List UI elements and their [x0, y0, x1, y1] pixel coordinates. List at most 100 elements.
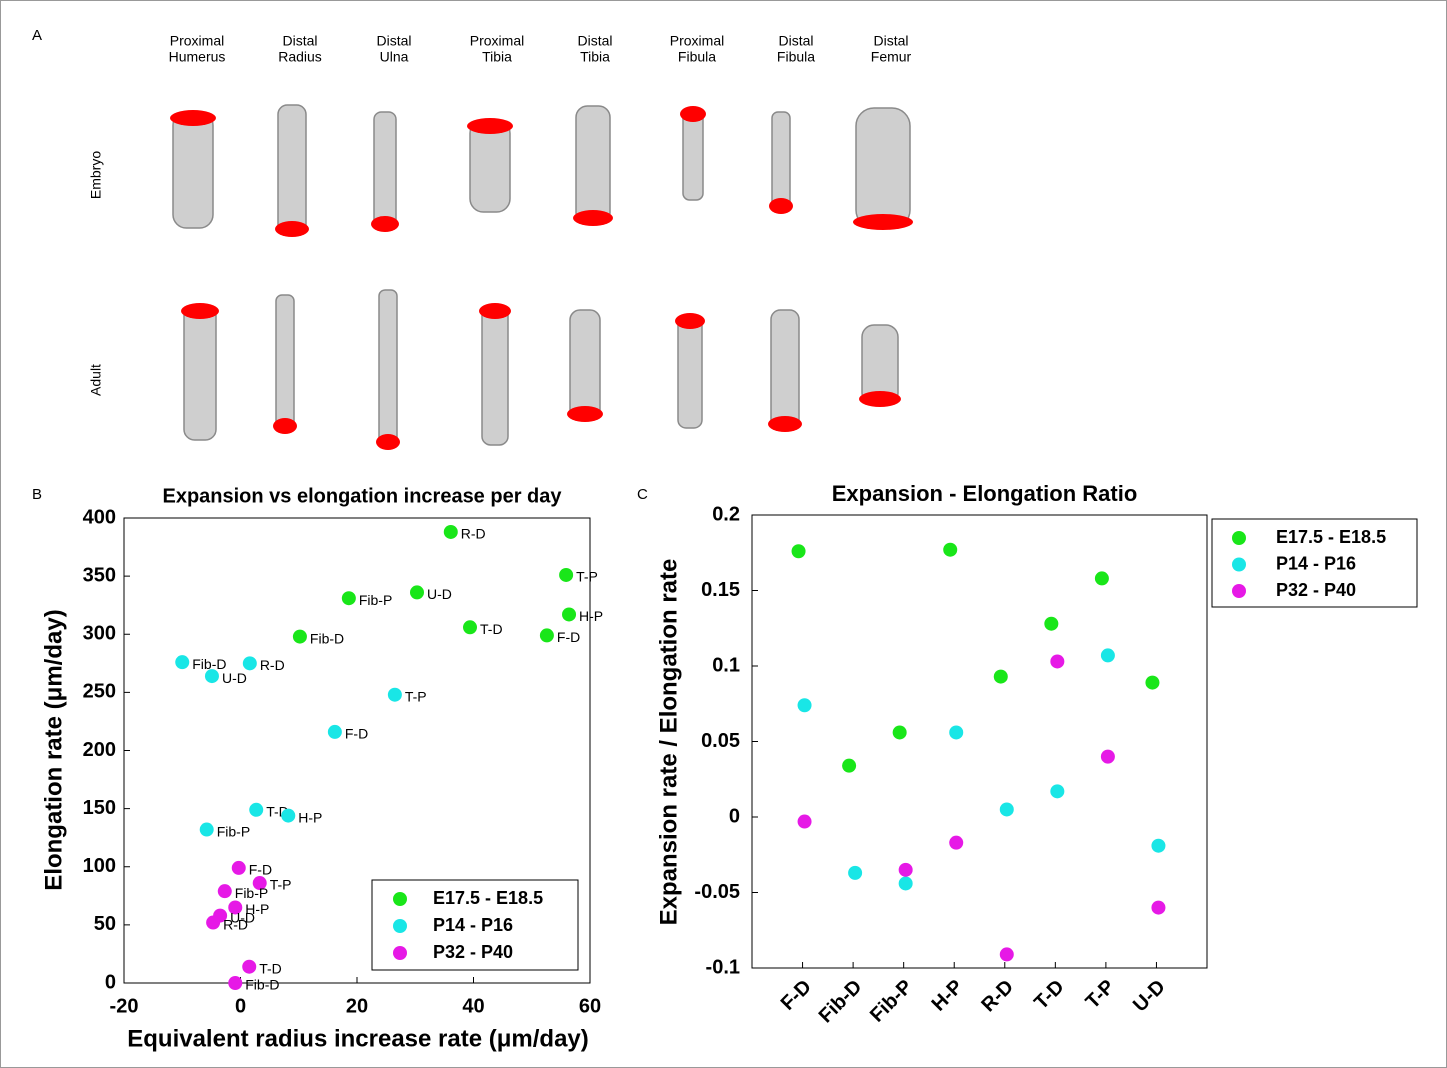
data-point — [1145, 676, 1159, 690]
x-tick-label: T-D — [1030, 976, 1068, 1014]
y-tick-label: 50 — [94, 913, 116, 935]
data-point — [1095, 571, 1109, 585]
point-label: F-D — [345, 726, 368, 742]
column-header: Proximal — [670, 33, 724, 49]
growth-plate — [273, 418, 297, 434]
data-point — [342, 591, 356, 605]
data-point — [175, 655, 189, 669]
x-tick-label: 20 — [346, 995, 368, 1017]
x-tick-label: -20 — [110, 995, 139, 1017]
y-tick-label: 0.05 — [701, 730, 740, 752]
point-label: Fib-D — [245, 977, 279, 993]
bone — [374, 112, 396, 230]
point-label: H-P — [298, 809, 322, 825]
legend-label: E17.5 - E18.5 — [1276, 527, 1386, 547]
data-point — [1101, 750, 1115, 764]
data-point — [242, 960, 256, 974]
bone — [576, 106, 610, 224]
y-tick-label: 300 — [83, 623, 116, 645]
growth-plate — [275, 221, 309, 237]
data-point — [1000, 802, 1014, 816]
x-tick-label: 0 — [235, 995, 246, 1017]
data-point — [1050, 654, 1064, 668]
data-point — [994, 670, 1008, 684]
legend-marker — [393, 892, 407, 906]
point-label: T-D — [480, 621, 503, 637]
data-point — [249, 803, 263, 817]
growth-plate — [768, 416, 802, 432]
growth-plate — [181, 303, 219, 319]
growth-plate — [680, 106, 706, 122]
legend-marker — [1232, 531, 1246, 545]
column-header: Distal — [282, 33, 317, 49]
y-tick-label: 250 — [83, 681, 116, 703]
data-point — [1151, 901, 1165, 915]
data-point — [1101, 648, 1115, 662]
data-point — [281, 809, 295, 823]
point-label: T-P — [576, 569, 598, 585]
y-tick-label: 0.15 — [701, 579, 740, 601]
bone — [772, 112, 790, 212]
bone — [184, 305, 216, 440]
data-point — [328, 725, 342, 739]
data-point — [444, 525, 458, 539]
y-tick-label: 0 — [105, 971, 116, 993]
point-label: T-P — [405, 688, 427, 704]
data-point — [1000, 947, 1014, 961]
y-tick-label: 0.2 — [712, 503, 740, 525]
data-point — [899, 876, 913, 890]
column-header: Radius — [278, 49, 322, 65]
data-point — [218, 884, 232, 898]
data-point — [228, 976, 242, 990]
panel-label: B — [32, 486, 42, 503]
data-point — [559, 568, 573, 582]
bone — [173, 112, 213, 228]
data-point — [949, 836, 963, 850]
data-point — [792, 544, 806, 558]
point-label: Fib-D — [310, 630, 344, 646]
legend-marker — [1232, 584, 1246, 598]
bone — [278, 105, 306, 235]
column-header: Fibula — [777, 49, 815, 65]
bone — [856, 108, 910, 228]
growth-plate — [376, 434, 400, 450]
growth-plate — [853, 214, 913, 230]
bone — [379, 290, 397, 448]
y-tick-label: 0 — [729, 805, 740, 827]
y-tick-label: 400 — [83, 506, 116, 528]
column-header: Distal — [778, 33, 813, 49]
point-label: U-D — [427, 586, 452, 602]
column-header: Ulna — [380, 49, 409, 65]
data-point — [293, 630, 307, 644]
y-tick-label: -0.1 — [706, 956, 740, 978]
data-point — [899, 863, 913, 877]
point-label: Fib-P — [217, 823, 250, 839]
plot-frame — [752, 515, 1207, 968]
point-label: Fib-P — [235, 885, 268, 901]
point-label: U-D — [222, 670, 247, 686]
point-label: F-D — [557, 629, 580, 645]
bone — [570, 310, 600, 420]
growth-plate — [371, 216, 399, 232]
growth-plate — [859, 391, 901, 407]
point-label: T-P — [270, 877, 292, 893]
y-tick-label: -0.05 — [694, 881, 740, 903]
y-tick-label: 100 — [83, 855, 116, 877]
chart-title: Expansion - Elongation Ratio — [832, 481, 1138, 506]
data-point — [388, 688, 402, 702]
growth-plate — [170, 110, 216, 126]
row-label: Embryo — [88, 151, 104, 199]
point-label: H-P — [579, 608, 603, 624]
x-tick-label: Fib-D — [815, 976, 867, 1028]
bone — [678, 315, 702, 428]
column-header: Tibia — [580, 49, 610, 65]
point-label: Fib-P — [359, 592, 392, 608]
panel-label: A — [32, 27, 42, 44]
data-point — [540, 628, 554, 642]
figure: A B C ProximalHumerusDistalRadiusDistalU… — [0, 0, 1447, 1068]
chart-title: Expansion vs elongation increase per day — [162, 485, 562, 507]
legend-marker — [393, 946, 407, 960]
point-label: T-D — [259, 960, 282, 976]
data-point — [949, 725, 963, 739]
data-point — [798, 815, 812, 829]
